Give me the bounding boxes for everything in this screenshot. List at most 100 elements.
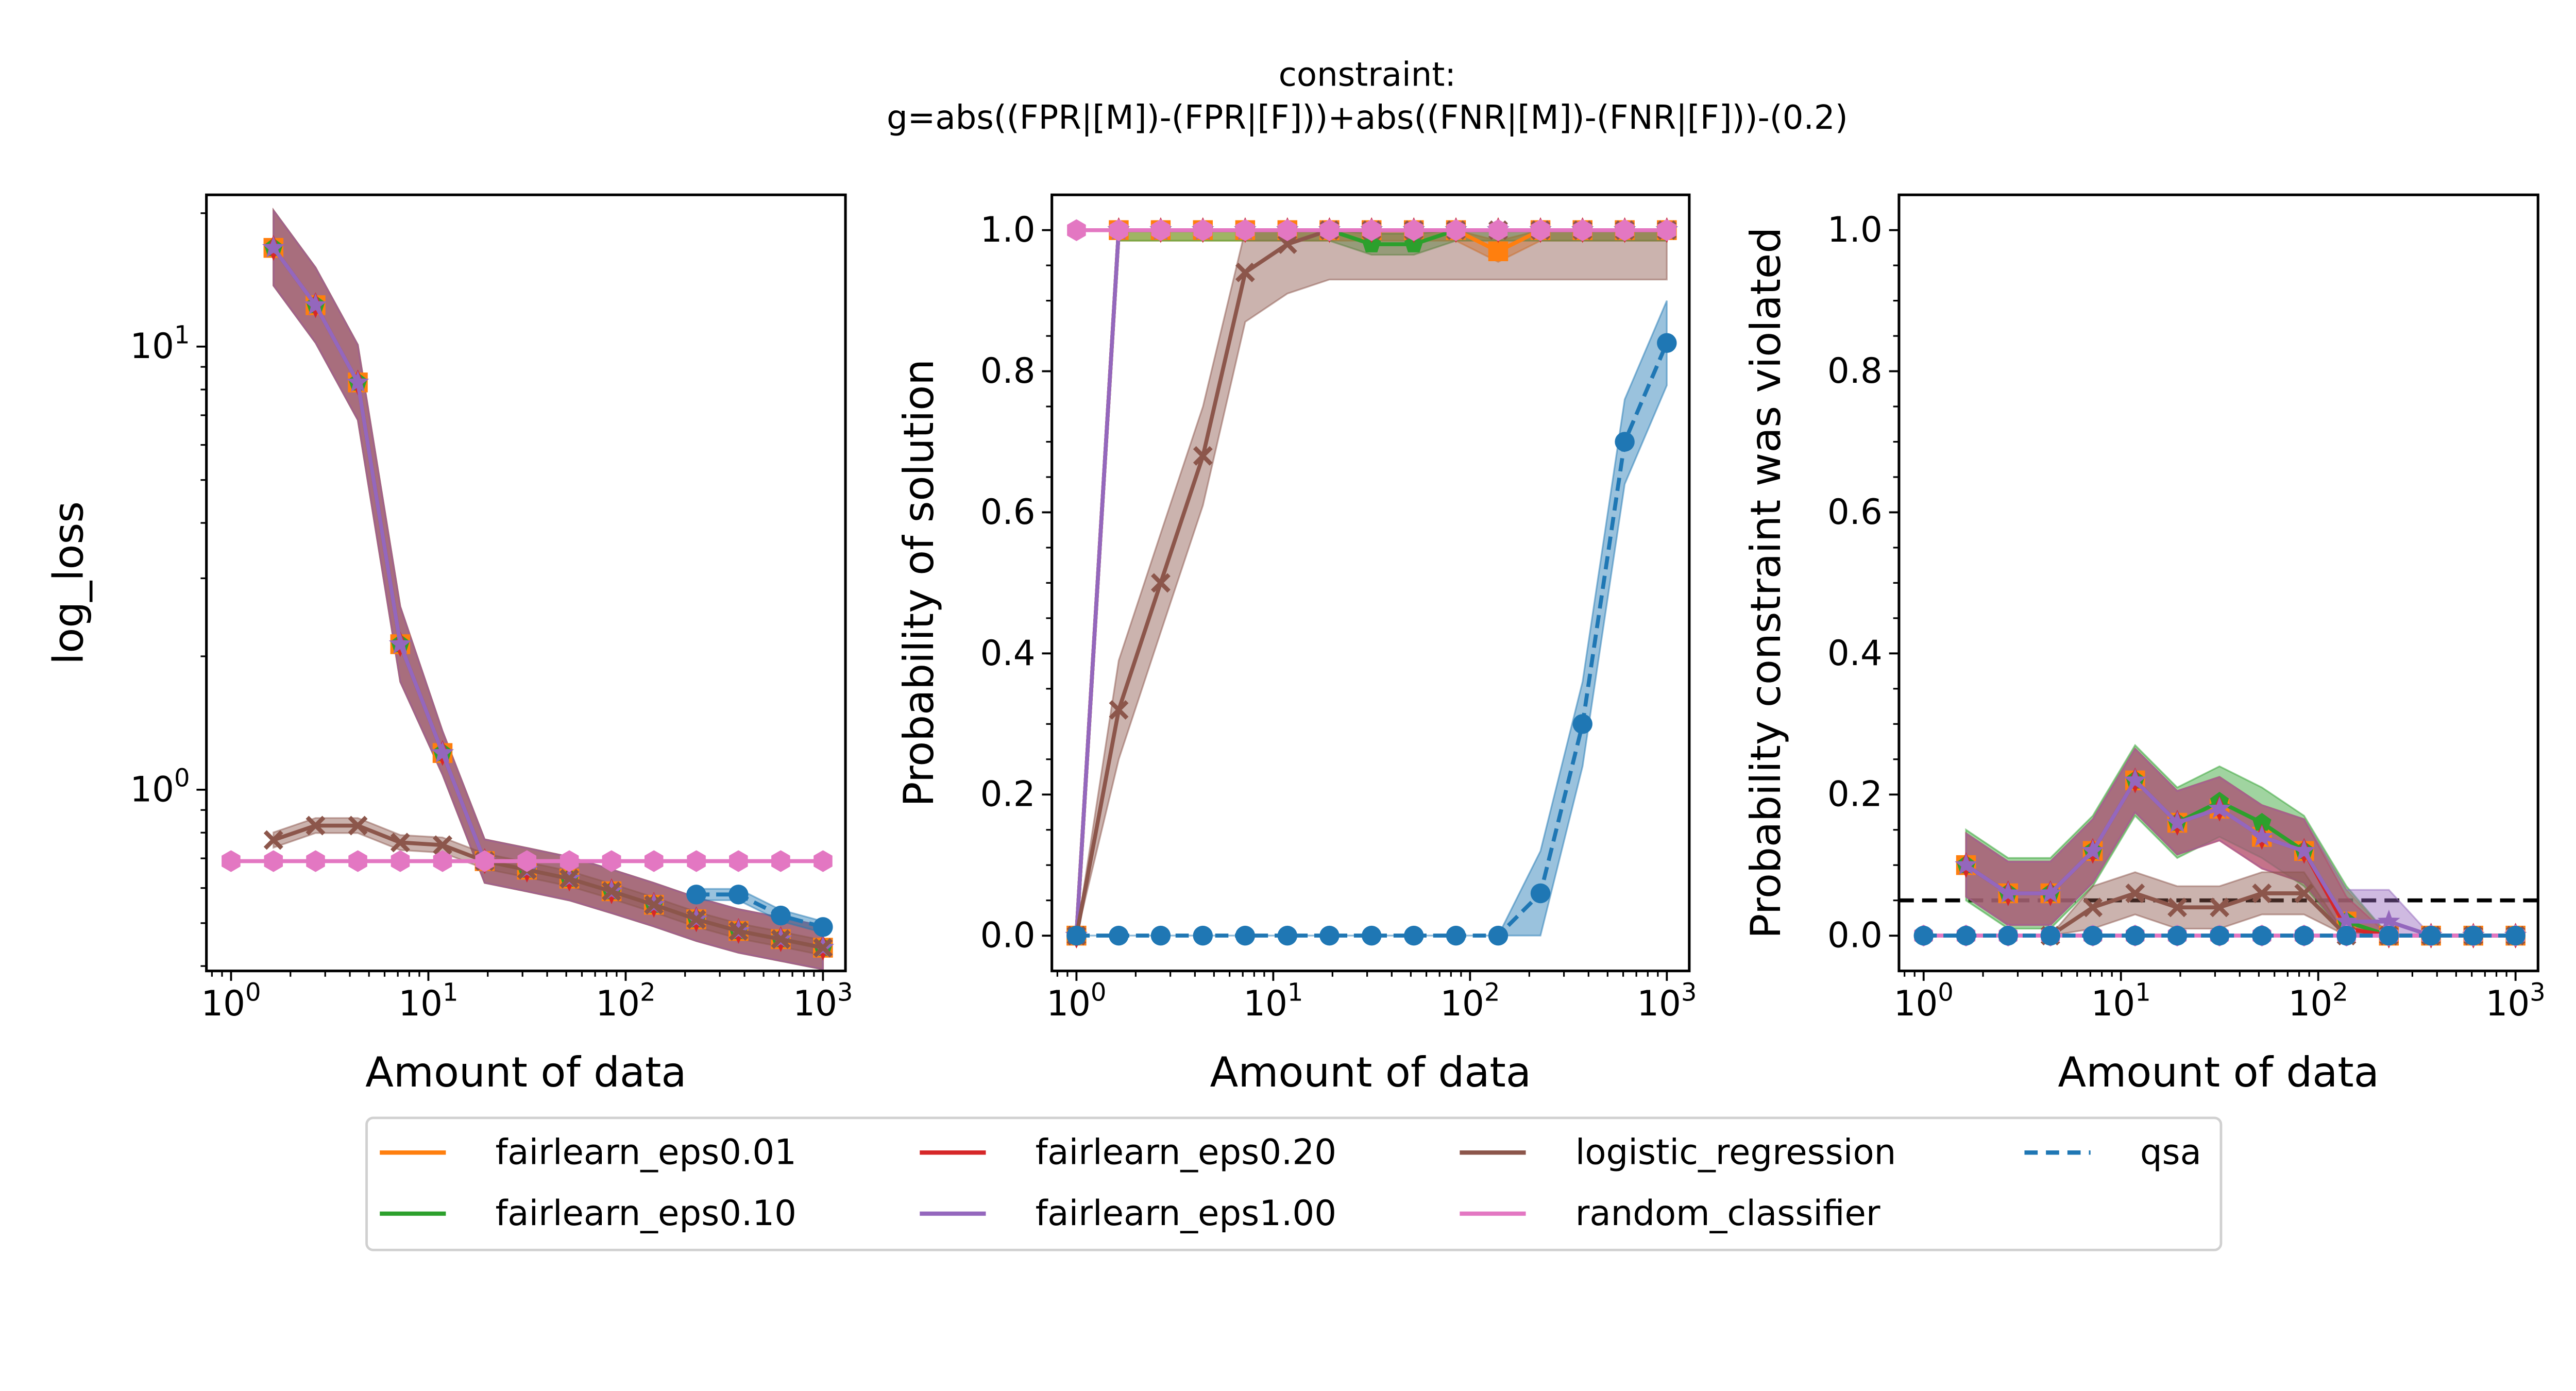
y-tick-label: 0.0 — [980, 915, 1036, 956]
data-point — [348, 850, 367, 872]
legend-label: random_classifier — [1575, 1193, 1880, 1233]
data-point — [602, 850, 621, 872]
data-point — [560, 850, 579, 872]
data-point — [814, 850, 833, 872]
y-tick-label: 0.0 — [1827, 915, 1883, 956]
data-point — [1109, 925, 1129, 946]
legend-label: fairlearn_eps0.01 — [496, 1132, 796, 1173]
data-point — [813, 938, 833, 958]
data-point — [1151, 219, 1171, 241]
plot-area — [1899, 743, 2538, 949]
data-point — [1615, 219, 1634, 241]
data-point — [306, 816, 326, 836]
data-point — [1403, 925, 1424, 946]
legend-label: fairlearn_eps0.10 — [496, 1193, 796, 1233]
y-tick-label: 0.8 — [980, 351, 1036, 391]
data-point — [1488, 241, 1509, 261]
y-tick-label: 0.6 — [980, 492, 1036, 532]
data-point — [1067, 219, 1086, 241]
data-point — [388, 632, 412, 654]
legend: fairlearn_eps0.01 fairlearn_eps0.10 fairle… — [365, 1116, 2223, 1251]
data-point — [2167, 925, 2188, 946]
legend-entry-fairlearn-eps0-20: fairlearn_eps0.20 — [920, 1132, 1336, 1173]
data-point — [771, 905, 791, 926]
data-point — [728, 885, 749, 905]
data-point — [1109, 700, 1129, 720]
legend-entry-logistic-regression: logistic_regression — [1460, 1132, 1896, 1173]
legend-entry-fairlearn-eps0-10: fairlearn_eps0.10 — [380, 1193, 796, 1233]
data-point — [1362, 219, 1381, 241]
y-tick-label: 0.2 — [1827, 774, 1883, 815]
data-point — [2124, 768, 2147, 790]
x-tick-label: 101 — [398, 978, 458, 1024]
series-line-logistic-regression — [1066, 220, 1677, 946]
data-point — [2082, 925, 2103, 946]
panel-log-loss: 100 101 102 103 100 101 Amount of data log_loss — [44, 193, 853, 1096]
data-point — [2294, 925, 2314, 946]
x-tick-label: 102 — [596, 978, 655, 1024]
y-tick-label: 0.2 — [980, 774, 1036, 815]
x-tick-label: 101 — [2091, 978, 2151, 1024]
data-point — [687, 850, 706, 872]
y-tick-label: 0.4 — [980, 633, 1036, 673]
x-axis-label: Amount of data — [1210, 1048, 1531, 1096]
x-tick-label: 103 — [2486, 978, 2546, 1024]
y-axis-label: log_loss — [44, 501, 92, 665]
data-point — [1996, 881, 2020, 903]
legend-label: fairlearn_eps0.20 — [1036, 1132, 1336, 1173]
x-axis-label: Amount of data — [2058, 1048, 2379, 1096]
x-tick-label: 100 — [201, 978, 261, 1024]
data-point — [1955, 853, 1977, 875]
chart-title-line-1: constraint: — [1279, 56, 1456, 94]
confidence-band — [273, 208, 824, 971]
data-point — [1150, 925, 1171, 946]
series-logistic-regression — [2048, 871, 2516, 937]
data-point — [346, 370, 369, 392]
data-point — [2421, 925, 2441, 946]
data-point — [1913, 925, 1934, 946]
x-tick-label: 102 — [1440, 978, 1500, 1024]
x-tick-label: 100 — [1894, 978, 1954, 1024]
series-logistic-regression — [1075, 229, 1668, 936]
data-point — [1956, 925, 1976, 946]
data-point — [262, 236, 285, 258]
x-tick-label: 101 — [1243, 978, 1303, 1024]
series-line-random-classifier — [1067, 219, 1676, 241]
data-point — [1362, 925, 1382, 946]
y-tick-label: 101 — [130, 320, 190, 366]
data-point — [2039, 881, 2062, 903]
y-tick-label: 0.8 — [1827, 351, 1883, 391]
data-point — [1319, 925, 1340, 946]
plot-area — [1065, 217, 1679, 949]
data-point — [771, 850, 790, 872]
data-point — [1573, 219, 1592, 241]
x-tick-label: 103 — [1637, 978, 1697, 1024]
data-point — [304, 293, 327, 315]
data-point — [2083, 897, 2103, 918]
series-line-qsa — [1913, 925, 2526, 946]
data-point — [1362, 234, 1381, 252]
data-point — [2379, 925, 2399, 946]
data-point — [2125, 925, 2145, 946]
data-point — [1998, 925, 2018, 946]
data-point — [348, 816, 368, 836]
data-point — [644, 895, 664, 915]
data-point — [1531, 219, 1550, 241]
data-point — [1193, 925, 1213, 946]
figure-svg: constraint: g=abs((FPR|[M])-(FPR|[F]))+a… — [44, 56, 2546, 1251]
x-tick-label: 100 — [1046, 978, 1106, 1024]
data-point — [2377, 909, 2400, 931]
y-axis-label: Probability of solution — [895, 359, 943, 807]
data-point — [686, 909, 706, 929]
data-point — [391, 850, 410, 872]
data-point — [475, 850, 494, 872]
legend-label: fairlearn_eps1.00 — [1036, 1193, 1336, 1233]
data-point — [2293, 839, 2316, 861]
data-point — [560, 869, 579, 889]
data-point — [1657, 333, 1677, 353]
data-point — [1446, 925, 1466, 946]
legend-label: qsa — [2140, 1132, 2201, 1173]
data-point — [1193, 446, 1213, 466]
data-point — [2252, 884, 2272, 903]
